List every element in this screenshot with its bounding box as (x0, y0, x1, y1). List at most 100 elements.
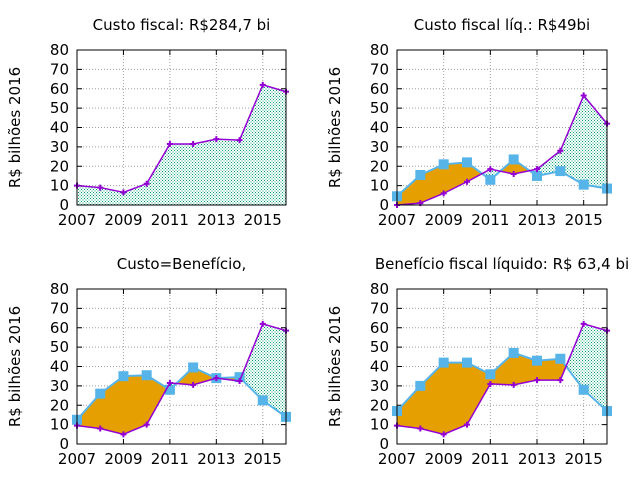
cost-point (97, 184, 104, 191)
x-tick-label: 2015 (244, 211, 282, 229)
y-tick-label: 50 (50, 338, 69, 356)
benefit-point (234, 372, 245, 383)
benefit-point (118, 371, 129, 382)
hatched-area (77, 84, 286, 205)
plot-frame (396, 288, 608, 445)
cost-point (143, 421, 150, 428)
benefit-point (508, 154, 519, 165)
y-axis-label: R$ bilhões 2016 (6, 306, 24, 427)
benefit-point (532, 170, 542, 181)
cost-point (213, 375, 220, 382)
benefit-point (257, 395, 268, 406)
y-tick-label: 10 (370, 416, 389, 434)
panel-beneficio-fiscal-liquido: Benefício fiscal líquido: R$ 63,4 bi R$ b… (326, 255, 629, 468)
x-tick-label: 2013 (197, 450, 235, 468)
cost-point (120, 189, 127, 196)
y-tick-label: 80 (370, 280, 389, 298)
y-axis-label: R$ bilhões 2016 (326, 67, 344, 188)
x-tick-label: 2009 (425, 211, 463, 229)
x-tick-label: 2011 (151, 211, 189, 229)
chart-title: Custo fiscal: R$284,7 bi (93, 16, 271, 34)
y-tick-label: 0 (59, 196, 69, 214)
cost-series-line (76, 322, 287, 436)
y-tick-label: 70 (50, 299, 69, 317)
cost-point (534, 377, 540, 384)
cost-point (557, 147, 564, 154)
benefit-point (141, 370, 152, 381)
cost-point (417, 425, 424, 432)
y-tick-label: 70 (50, 60, 69, 78)
benefit-point (415, 380, 426, 391)
benefit-series-line (76, 366, 287, 421)
x-tick-label: 2009 (104, 211, 142, 229)
plot-frame (396, 49, 608, 206)
y-tick-label: 0 (379, 196, 389, 214)
cost-point (464, 421, 470, 428)
y-tick-label: 10 (370, 177, 389, 195)
cost-point (166, 379, 173, 386)
x-tick-label: 2007 (58, 450, 96, 468)
cost-series-line (396, 94, 608, 206)
y-tick-label: 20 (50, 396, 69, 414)
y-tick-label: 70 (370, 60, 389, 78)
y-tick-label: 30 (50, 377, 69, 395)
benefit-point (438, 159, 449, 170)
y-tick-label: 50 (370, 99, 389, 117)
y-tick-label: 60 (50, 319, 69, 337)
y-tick-label: 10 (50, 416, 69, 434)
x-tick-label: 2007 (378, 450, 416, 468)
chart-title: Custo=Benefício, (117, 255, 247, 273)
cost-point (97, 425, 104, 432)
benefit-point (462, 357, 472, 368)
cost-surplus-area (583, 95, 607, 189)
benefit-point (555, 353, 566, 364)
y-tick-label: 80 (370, 41, 389, 59)
y-tick-label: 50 (50, 99, 69, 117)
y-tick-label: 40 (50, 119, 69, 137)
cost-point (510, 381, 517, 388)
cost-surplus-area (560, 95, 584, 185)
cost-point (236, 378, 243, 385)
cost-series-line (396, 322, 608, 436)
cost-point (259, 81, 266, 88)
cost-surplus-area (537, 150, 561, 176)
cost-surplus-area (583, 323, 607, 412)
benefit-point (485, 174, 496, 185)
benefit-point (164, 384, 175, 395)
chart-title: Benefício fiscal líquido: R$ 63,4 bi (375, 255, 629, 273)
benefit-point (578, 179, 589, 190)
cost-point (120, 431, 127, 438)
y-tick-label: 0 (379, 435, 389, 453)
cost-point (580, 320, 587, 327)
y-tick-label: 40 (50, 358, 69, 376)
y-tick-label: 80 (50, 41, 69, 59)
x-tick-label: 2011 (151, 450, 189, 468)
cost-point (213, 136, 220, 143)
benefit-surplus-area (443, 362, 468, 435)
cost-point (510, 171, 517, 177)
cost-series-line (76, 83, 287, 194)
benefit-point (508, 347, 519, 358)
y-tick-label: 60 (370, 319, 389, 337)
x-tick-label: 2013 (518, 211, 556, 229)
cost-surplus-area (566, 323, 584, 390)
x-tick-label: 2015 (565, 450, 603, 468)
y-tick-label: 70 (370, 299, 389, 317)
plot-frame (76, 49, 287, 206)
x-tick-label: 2007 (378, 211, 416, 229)
cost-point (534, 166, 540, 173)
benefit-point (95, 388, 106, 399)
benefit-series-line (396, 351, 608, 412)
x-tick-label: 2007 (58, 211, 96, 229)
benefit-point (438, 357, 449, 368)
cost-point (143, 180, 150, 187)
y-tick-label: 20 (50, 157, 69, 175)
chart-title: Custo fiscal líq.: R$49bi (414, 16, 590, 34)
y-tick-label: 60 (370, 80, 389, 98)
plot-frame (76, 288, 287, 445)
benefit-point (415, 169, 426, 180)
panel-custo-beneficio: Custo=Benefício, R$ bilhões 2016 010 203040… (6, 255, 291, 468)
cost-point (259, 320, 266, 327)
y-axis-label: R$ bilhões 2016 (326, 306, 344, 427)
cost-point (464, 178, 470, 185)
